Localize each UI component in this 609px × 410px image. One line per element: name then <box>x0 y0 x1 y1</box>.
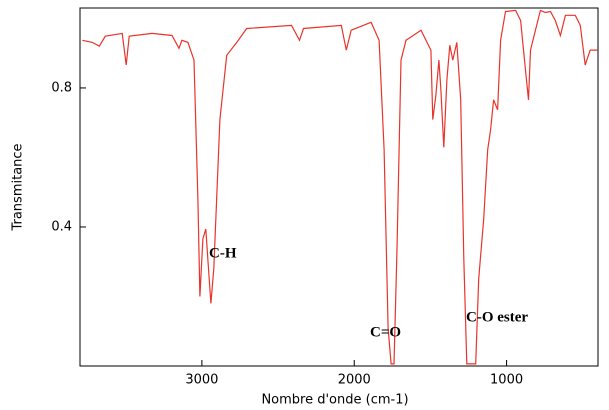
x-axis-label: Nombre d'onde (cm-1) <box>261 393 408 408</box>
x-tick-label: 1000 <box>490 373 523 388</box>
annotation: C=O <box>370 324 401 340</box>
annotation: C-H <box>209 245 237 261</box>
x-tick-label: 2000 <box>338 373 371 388</box>
x-tick-label: 3000 <box>185 373 218 388</box>
y-tick-label: 0.4 <box>51 219 72 234</box>
spectrum-line <box>82 9 598 365</box>
plot-frame <box>79 7 599 367</box>
y-axis-label: Transmitance <box>11 143 26 231</box>
annotation: C-O ester <box>466 309 528 325</box>
y-tick-label: 0.8 <box>51 80 72 95</box>
